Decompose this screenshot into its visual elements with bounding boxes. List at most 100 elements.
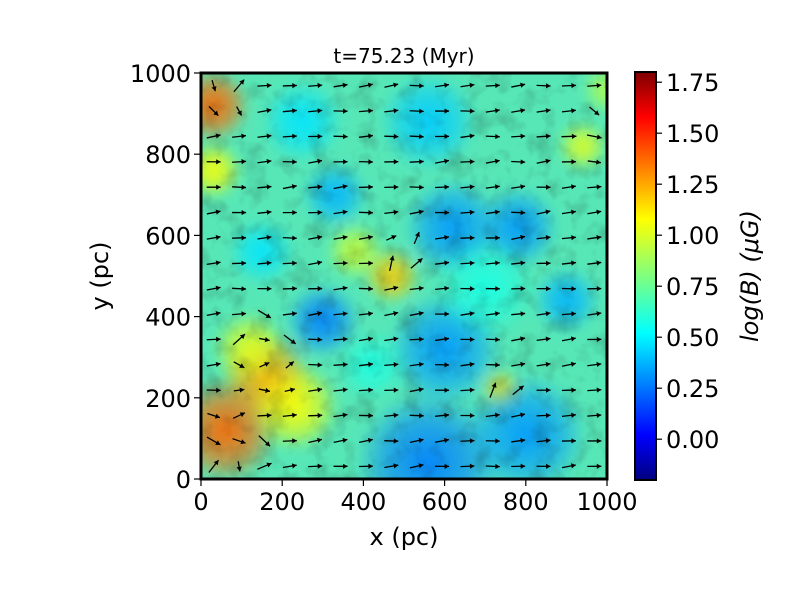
vector-arrow (485, 412, 500, 418)
vector-arrow (257, 108, 272, 114)
vector-arrow (384, 82, 399, 88)
vector-arrow (511, 463, 526, 469)
vector-arrow (232, 260, 247, 266)
vector-arrow (536, 235, 551, 241)
arrow-head (342, 108, 348, 114)
vector-arrow (409, 387, 424, 393)
vector-arrow (536, 387, 551, 393)
arrow-head (393, 387, 399, 393)
arrow-head (241, 133, 247, 139)
vector-arrow (512, 385, 525, 396)
vector-arrow (257, 462, 272, 470)
arrow-head (520, 463, 526, 469)
vector-arrow (206, 209, 221, 215)
vector-arrow (358, 361, 373, 368)
vector-arrow (435, 412, 450, 418)
vector-arrow (308, 184, 323, 190)
arrow-head (494, 209, 500, 215)
arrow-head (368, 387, 373, 393)
arrow-head (444, 311, 450, 317)
vector-arrow (282, 463, 297, 469)
arrow-head (418, 285, 424, 291)
vector-arrow (460, 82, 475, 88)
arrow-head (317, 412, 323, 419)
y-tick-label: 0 (176, 466, 191, 494)
vector-arrow (511, 234, 526, 241)
arrow-head (596, 412, 602, 418)
vector-arrow (536, 133, 551, 139)
vector-arrow (561, 412, 576, 418)
vector-arrow (511, 108, 526, 114)
y-tick-label: 800 (145, 141, 191, 169)
arrow-head (520, 159, 526, 165)
vector-arrow (333, 108, 348, 114)
colorbar-gradient (634, 71, 657, 481)
vector-arrow (561, 133, 577, 139)
arrow-head (368, 413, 373, 419)
arrow-head (596, 463, 602, 469)
arrow-head (393, 108, 399, 114)
arrow-head (596, 134, 602, 140)
arrow-head (292, 209, 297, 216)
vector-arrow (358, 108, 373, 114)
arrow-head (317, 286, 323, 292)
vector-arrow (536, 83, 551, 89)
vector-arrow (384, 412, 399, 418)
arrow-head (393, 209, 399, 215)
vector-arrow (536, 158, 551, 164)
arrow-head (368, 361, 373, 368)
x-tick-label: 1000 (576, 488, 637, 516)
vector-arrow (561, 209, 576, 215)
arrow-head (216, 387, 221, 393)
vector-arrow (409, 311, 424, 317)
arrow-head (596, 361, 602, 368)
vector-arrow (206, 311, 221, 317)
vector-arrow (485, 235, 500, 241)
vector-arrow (358, 82, 373, 88)
vector-arrow (257, 286, 272, 292)
y-tick-label: 400 (145, 304, 191, 332)
arrow-head (494, 412, 500, 418)
vector-arrow (308, 437, 323, 444)
arrow-head (418, 361, 424, 368)
arrow-head (290, 339, 296, 344)
vector-arrow (308, 336, 323, 343)
arrow-head (317, 184, 323, 190)
vector-arrow (587, 336, 602, 343)
arrow-head (368, 260, 373, 266)
arrow-head (317, 234, 323, 241)
vector-arrow (587, 209, 602, 215)
vector-arrow (460, 184, 475, 190)
arrow-head (418, 463, 424, 469)
vector-arrow (561, 361, 576, 367)
vector-arrow (410, 257, 423, 269)
arrow-head (418, 209, 424, 215)
arrow-head (545, 336, 551, 342)
colorbar-tick-label: 1.00 (666, 222, 719, 250)
vector-arrow (384, 438, 399, 444)
arrow-head (215, 311, 221, 317)
arrow-head (469, 184, 475, 190)
vector-arrow (308, 158, 323, 164)
arrow-head (546, 463, 551, 469)
colorbar-tick-label: 0.50 (666, 324, 719, 352)
arrow-head (495, 463, 500, 470)
vector-arrow (460, 463, 475, 469)
arrow-head (368, 133, 373, 139)
arrow-head (317, 108, 323, 114)
x-tick-label: 200 (259, 488, 305, 516)
vector-arrow (208, 459, 220, 473)
vector-arrow (511, 336, 526, 342)
vector-arrow (257, 234, 272, 241)
arrow-head (495, 362, 500, 368)
arrow-head (596, 209, 602, 215)
vector-arrow (211, 80, 217, 92)
arrow-head (239, 79, 245, 85)
arrow-head (469, 463, 475, 469)
arrow-head (494, 311, 500, 317)
vector-arrow (435, 387, 450, 393)
vector-arrow (333, 463, 348, 469)
vector-arrow (511, 159, 526, 165)
vector-arrow (561, 108, 576, 114)
arrow-head (545, 235, 551, 241)
